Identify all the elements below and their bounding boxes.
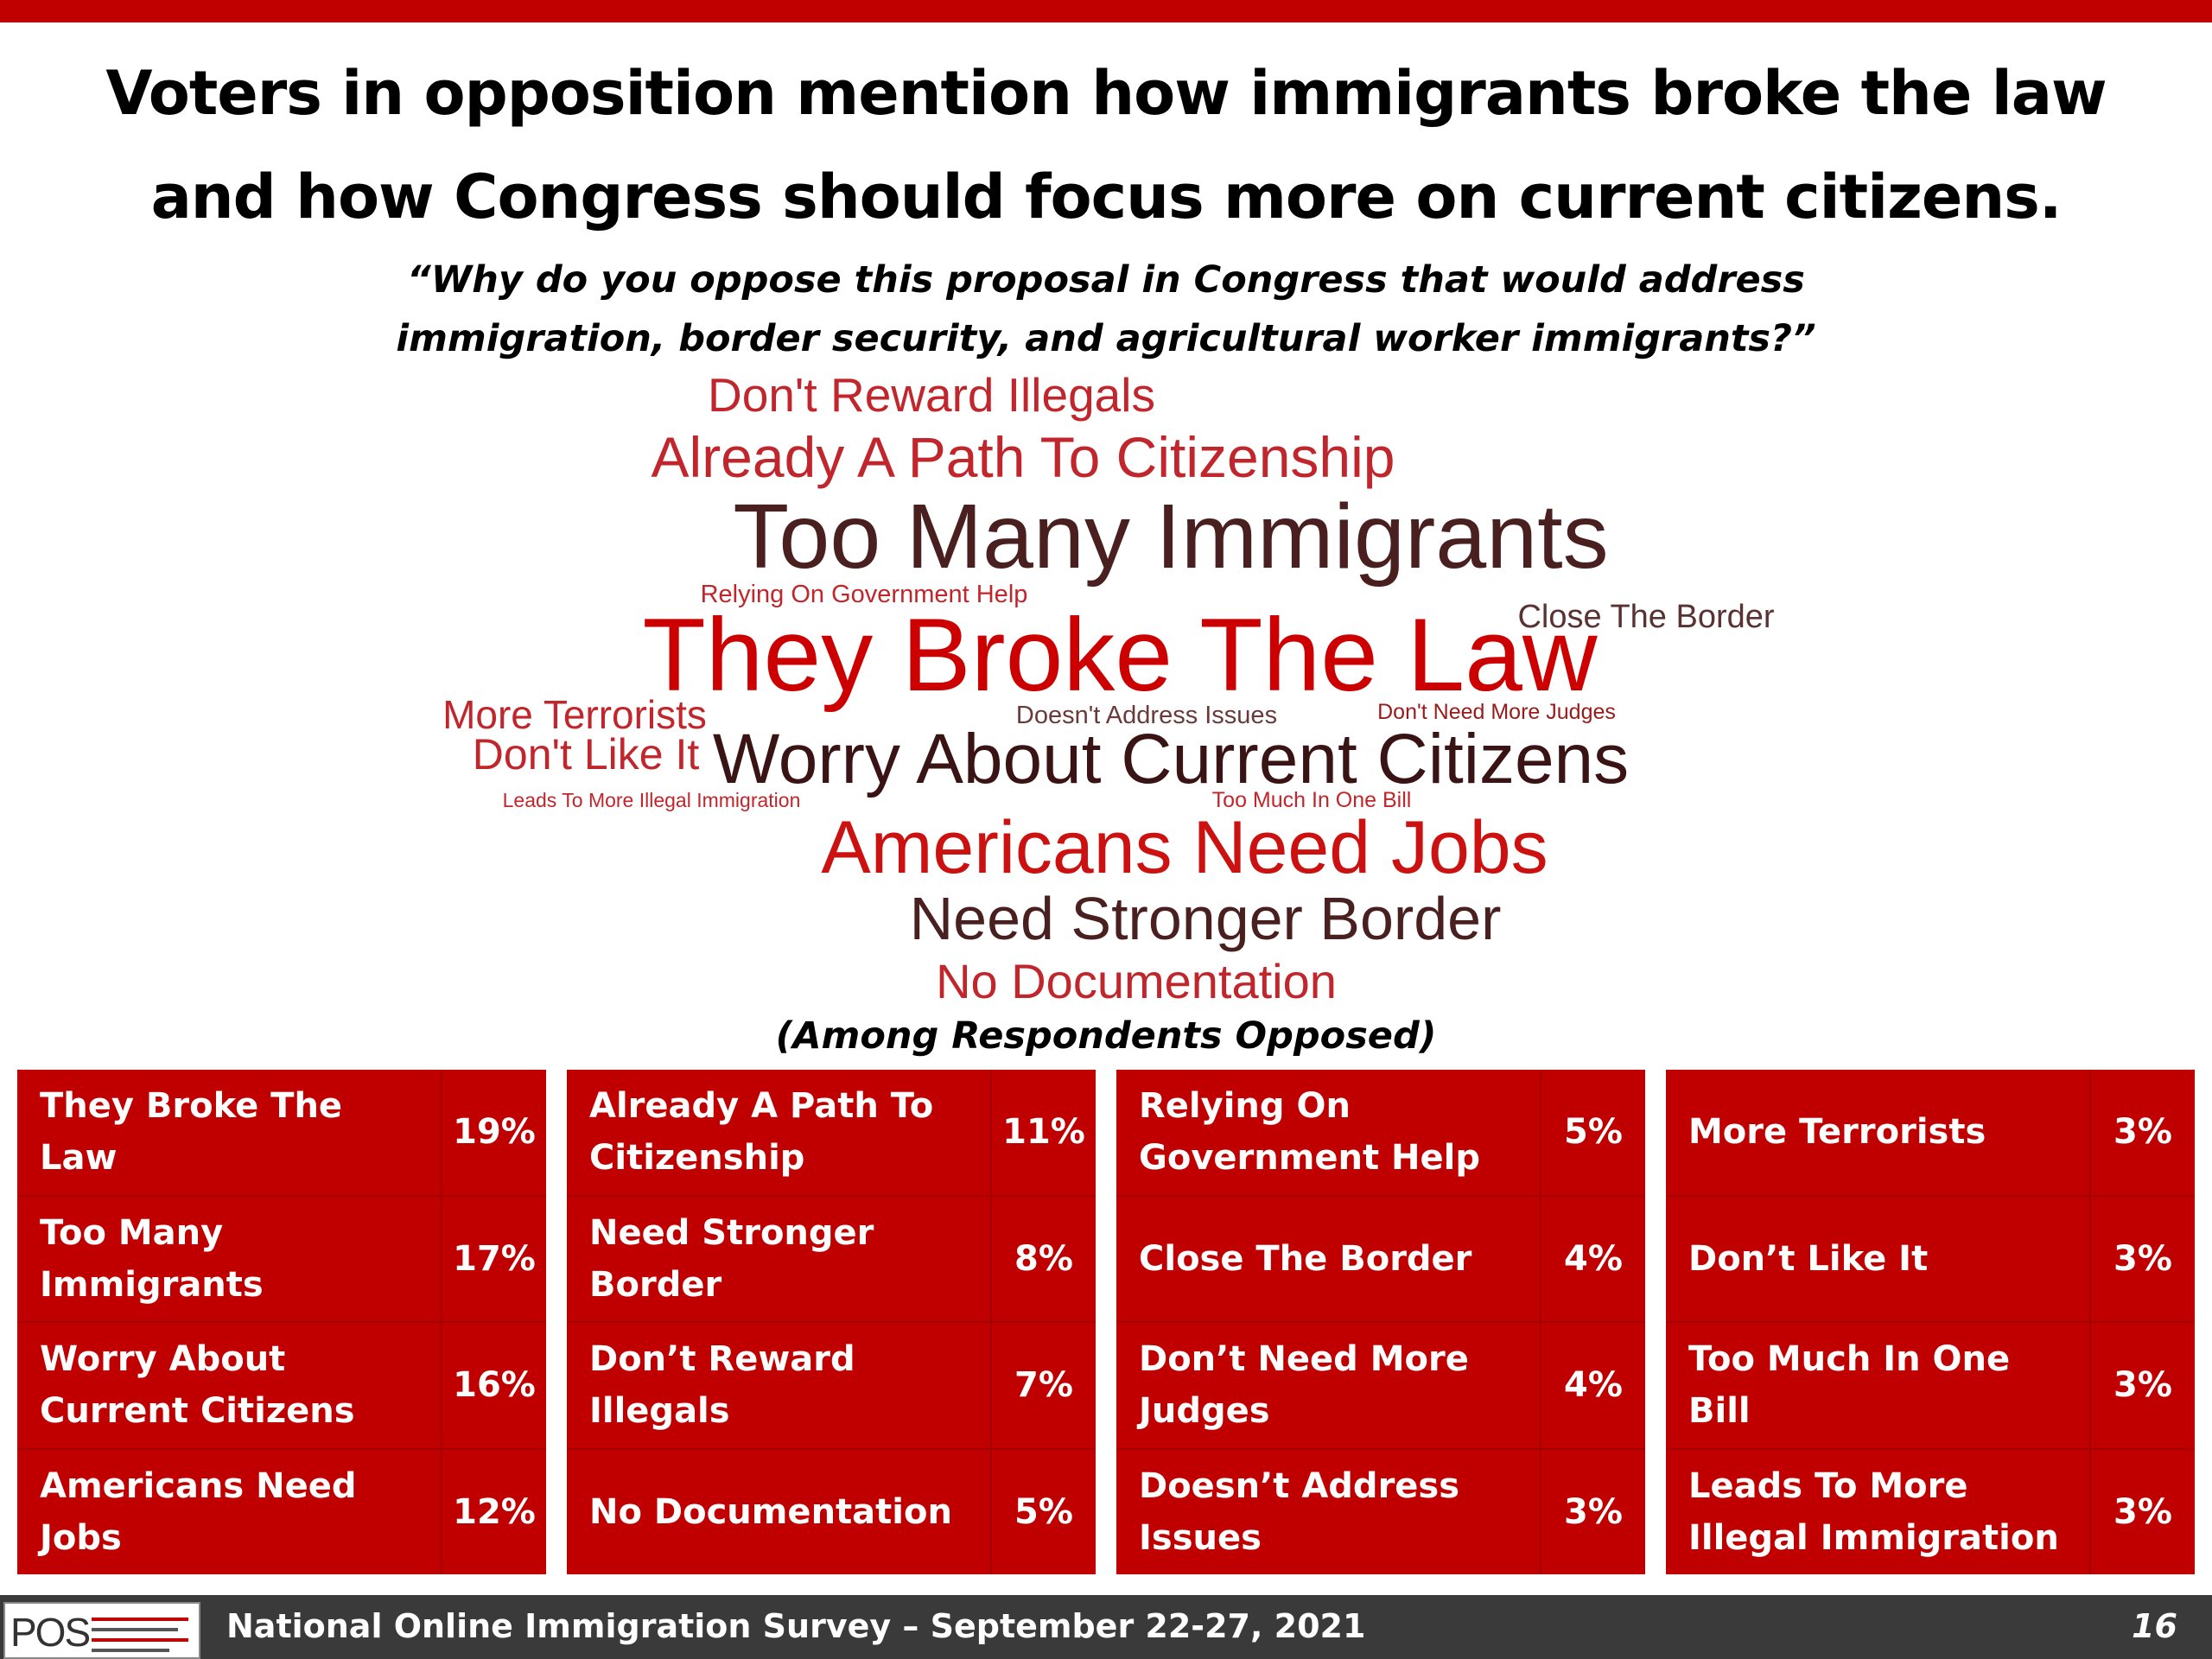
row-label: Americans Need Jobs <box>17 1449 442 1574</box>
row-label: Too Much In One Bill <box>1666 1323 2091 1448</box>
logo-line <box>92 1638 188 1642</box>
table-row: Relying On Government Help 5% <box>1116 1070 1645 1195</box>
table-row: Close The Border 4% <box>1116 1194 1645 1321</box>
table-row: They Broke The Law 19% <box>17 1070 546 1195</box>
base-note: (Among Respondents Opposed) <box>775 1014 1437 1058</box>
row-percent: 3% <box>2113 1112 2172 1153</box>
cloud-word-dont-need-more-judges: Don't Need More Judges <box>1377 700 1616 724</box>
row-label: Too Many Immigrants <box>17 1196 442 1321</box>
row-label: Worry About Current Citizens <box>17 1323 442 1448</box>
row-percent: 3% <box>1564 1491 1623 1532</box>
results-table-4: More Terrorists 3% Don’t Like It 3% Too … <box>1666 1070 2195 1574</box>
table-row: Doesn’t Address Issues 3% <box>1116 1447 1645 1574</box>
pos-logo-text: POS <box>10 1610 91 1655</box>
cloud-word-relying-on-government-help: Relying On Government Help <box>700 581 1028 608</box>
cloud-word-need-stronger-border: Need Stronger Border <box>909 885 1502 952</box>
footer-survey-name: National Online Immigration Survey – Sep… <box>226 1607 1366 1645</box>
row-label: Leads To More Illegal Immigration <box>1666 1449 2091 1574</box>
row-label: Don’t Reward Illegals <box>567 1323 992 1448</box>
cloud-word-doesnt-address-issues: Doesn't Address Issues <box>1015 702 1278 729</box>
row-percent: 3% <box>2113 1491 2172 1532</box>
row-percent: 4% <box>1564 1238 1623 1279</box>
top-accent-bar <box>0 0 2212 22</box>
table-row: Already A Path To Citizenship 11% <box>567 1070 1096 1195</box>
row-percent: 3% <box>2113 1238 2172 1279</box>
cloud-word-close-the-border: Close The Border <box>1517 599 1775 635</box>
row-percent: 3% <box>2113 1365 2172 1406</box>
table-row: Don’t Reward Illegals 7% <box>567 1321 1096 1448</box>
cloud-word-dont-like-it: Don't Like It <box>472 730 700 779</box>
table-row: More Terrorists 3% <box>1666 1070 2195 1195</box>
results-table-3: Relying On Government Help 5% Close The … <box>1116 1070 1645 1574</box>
row-percent: 17% <box>453 1238 536 1279</box>
row-percent: 5% <box>1564 1112 1623 1153</box>
row-label: Close The Border <box>1116 1196 1541 1321</box>
cloud-word-they-broke-the-law: They Broke The Law <box>642 597 1598 713</box>
row-label: Doesn’t Address Issues <box>1116 1449 1541 1574</box>
cloud-word-more-terrorists: More Terrorists <box>442 692 707 737</box>
row-label: Need Stronger Border <box>567 1196 992 1321</box>
table-row: No Documentation 5% <box>567 1447 1096 1574</box>
table-row: Too Much In One Bill 3% <box>1666 1321 2195 1448</box>
row-percent: 5% <box>1014 1491 1073 1532</box>
cloud-word-already-a-path: Already A Path To Citizenship <box>651 425 1395 489</box>
page-number: 16 <box>2132 1607 2177 1645</box>
pos-logo: POS <box>3 1602 200 1659</box>
cloud-word-too-much-in-one-bill: Too Much In One Bill <box>1211 788 1412 812</box>
results-table-2: Already A Path To Citizenship 11% Need S… <box>567 1070 1096 1574</box>
table-row: Don’t Like It 3% <box>1666 1194 2195 1321</box>
row-percent: 11% <box>1002 1112 1085 1153</box>
slide-title-line-2: and how Congress should focus more on cu… <box>150 162 2063 232</box>
row-label: They Broke The Law <box>17 1070 442 1195</box>
table-row: Need Stronger Border 8% <box>567 1194 1096 1321</box>
results-tables: They Broke The Law 19% Too Many Immigran… <box>0 1070 2212 1574</box>
cloud-word-worry-about-current-citizens: Worry About Current Citizens <box>712 720 1630 798</box>
row-label: Don’t Like It <box>1666 1196 2091 1321</box>
word-cloud: Don't Reward Illegals Already A Path To … <box>442 368 1775 1008</box>
slide-title-line-1: Voters in opposition mention how immigra… <box>105 58 2107 129</box>
table-row: Worry About Current Citizens 16% <box>17 1321 546 1448</box>
slide-title: Voters in opposition mention how immigra… <box>0 41 2212 249</box>
cloud-word-too-many-immigrants: Too Many Immigrants <box>733 486 1609 588</box>
row-percent: 19% <box>453 1112 536 1153</box>
table-row: Too Many Immigrants 17% <box>17 1194 546 1321</box>
row-percent: 16% <box>453 1365 536 1406</box>
cloud-word-americans-need-jobs: Americans Need Jobs <box>821 806 1548 889</box>
row-label: More Terrorists <box>1666 1070 2091 1195</box>
row-label: Relying On Government Help <box>1116 1070 1541 1195</box>
logo-line <box>92 1628 178 1631</box>
logo-line <box>92 1649 169 1652</box>
table-row: Leads To More Illegal Immigration 3% <box>1666 1447 2195 1574</box>
survey-question-line-1: “Why do you oppose this proposal in Cong… <box>407 258 1805 302</box>
row-label: No Documentation <box>567 1449 992 1574</box>
row-label: Don’t Need More Judges <box>1116 1323 1541 1448</box>
results-table-1: They Broke The Law 19% Too Many Immigran… <box>17 1070 546 1574</box>
row-percent: 7% <box>1014 1365 1073 1406</box>
row-label: Already A Path To Citizenship <box>567 1070 992 1195</box>
row-percent: 4% <box>1564 1365 1623 1406</box>
survey-question-line-2: immigration, border security, and agricu… <box>396 317 1816 360</box>
row-percent: 12% <box>453 1491 536 1532</box>
cloud-word-leads-to-more-illegal-immigration: Leads To More Illegal Immigration <box>502 789 801 811</box>
cloud-word-no-documentation: No Documentation <box>936 954 1337 1008</box>
cloud-word-dont-reward-illegals: Don't Reward Illegals <box>708 368 1155 422</box>
logo-line <box>92 1618 188 1621</box>
footer-bar: POS National Online Immigration Survey –… <box>0 1595 2212 1659</box>
table-row: Don’t Need More Judges 4% <box>1116 1321 1645 1448</box>
table-row: Americans Need Jobs 12% <box>17 1447 546 1574</box>
row-percent: 8% <box>1014 1238 1073 1279</box>
survey-question: “Why do you oppose this proposal in Cong… <box>0 251 2212 368</box>
